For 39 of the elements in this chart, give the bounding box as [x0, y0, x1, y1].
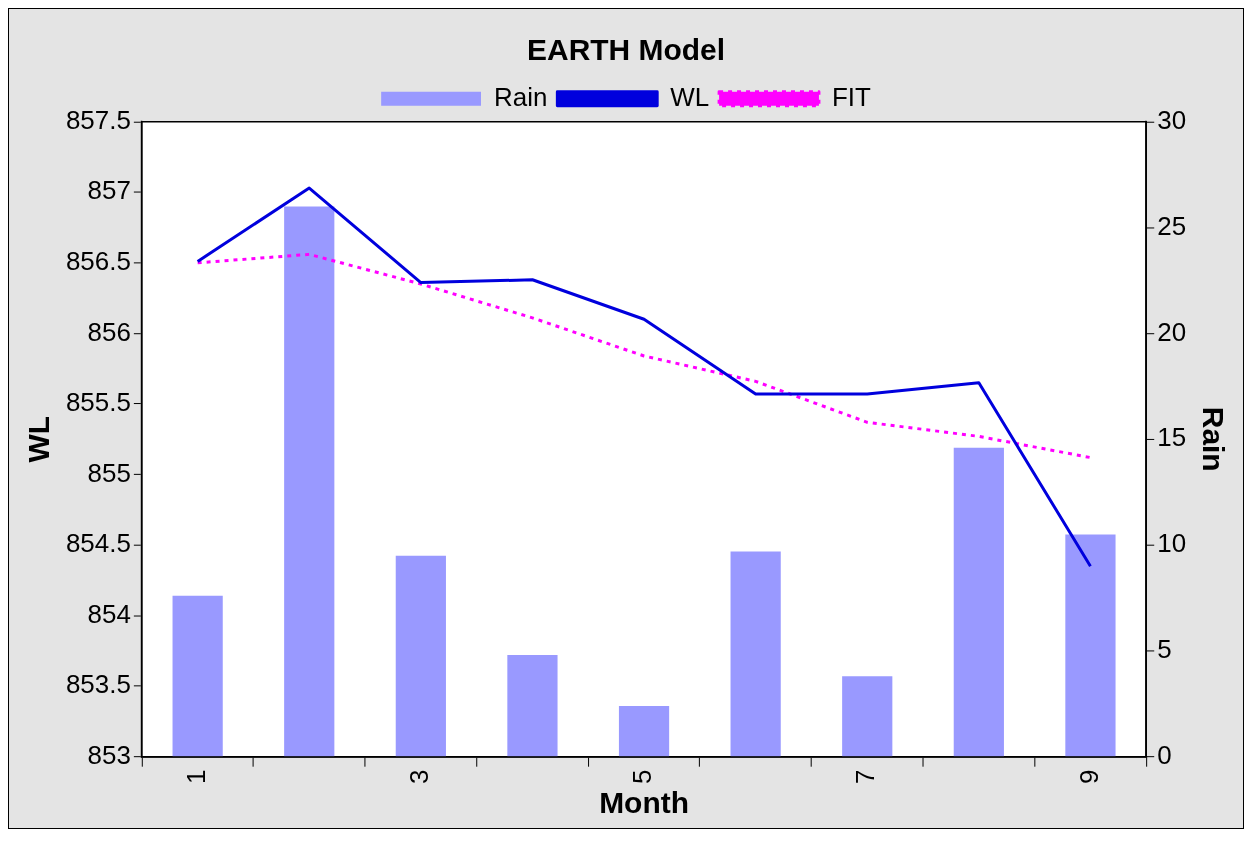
y-tick-label: 854.5 — [65, 529, 131, 558]
y2-tick-label: 5 — [1157, 635, 1172, 664]
legend-label: Rain — [493, 82, 548, 111]
bar — [730, 551, 781, 757]
y2-tick-label: 15 — [1157, 423, 1187, 452]
y2-tick-label: 0 — [1157, 740, 1172, 769]
x-tick-label: 3 — [405, 769, 434, 785]
bar — [172, 595, 223, 757]
bar — [395, 555, 446, 757]
y-tick-label: 857.5 — [65, 105, 131, 134]
x-tick-label: 1 — [181, 769, 210, 785]
y-tick-label: 856.5 — [65, 247, 131, 275]
bar — [618, 705, 670, 757]
y-tick-label: 856 — [87, 317, 131, 346]
bar — [507, 655, 558, 757]
y-tick-label: 857 — [87, 176, 131, 205]
x-tick-label: 5 — [628, 769, 657, 785]
x-tick-label: 7 — [851, 769, 880, 785]
y2-tick-label: 10 — [1157, 529, 1187, 558]
chart-title: EARTH Model — [527, 33, 725, 67]
bar — [284, 206, 335, 757]
y2-tick-label: 30 — [1157, 105, 1187, 134]
y-tick-label: 853.5 — [65, 670, 131, 699]
line-series — [196, 252, 1092, 460]
y-tick-label: 855 — [87, 458, 131, 487]
y2-axis-title: Rain — [1196, 406, 1230, 472]
bar — [953, 447, 1004, 757]
y-axis-title: WL — [22, 415, 56, 463]
y-tick-label: 853 — [87, 740, 131, 769]
legend-label: WL — [670, 82, 710, 111]
bar — [842, 676, 893, 757]
legend-label: FIT — [831, 82, 871, 111]
y2-tick-label: 25 — [1157, 211, 1187, 240]
y-tick-label: 855.5 — [65, 388, 131, 417]
x-axis-title: Month — [599, 786, 689, 820]
y-tick-label: 854 — [87, 599, 131, 628]
bar — [1065, 534, 1116, 757]
x-tick-label: 9 — [1074, 769, 1103, 785]
y2-tick-label: 20 — [1157, 317, 1187, 346]
